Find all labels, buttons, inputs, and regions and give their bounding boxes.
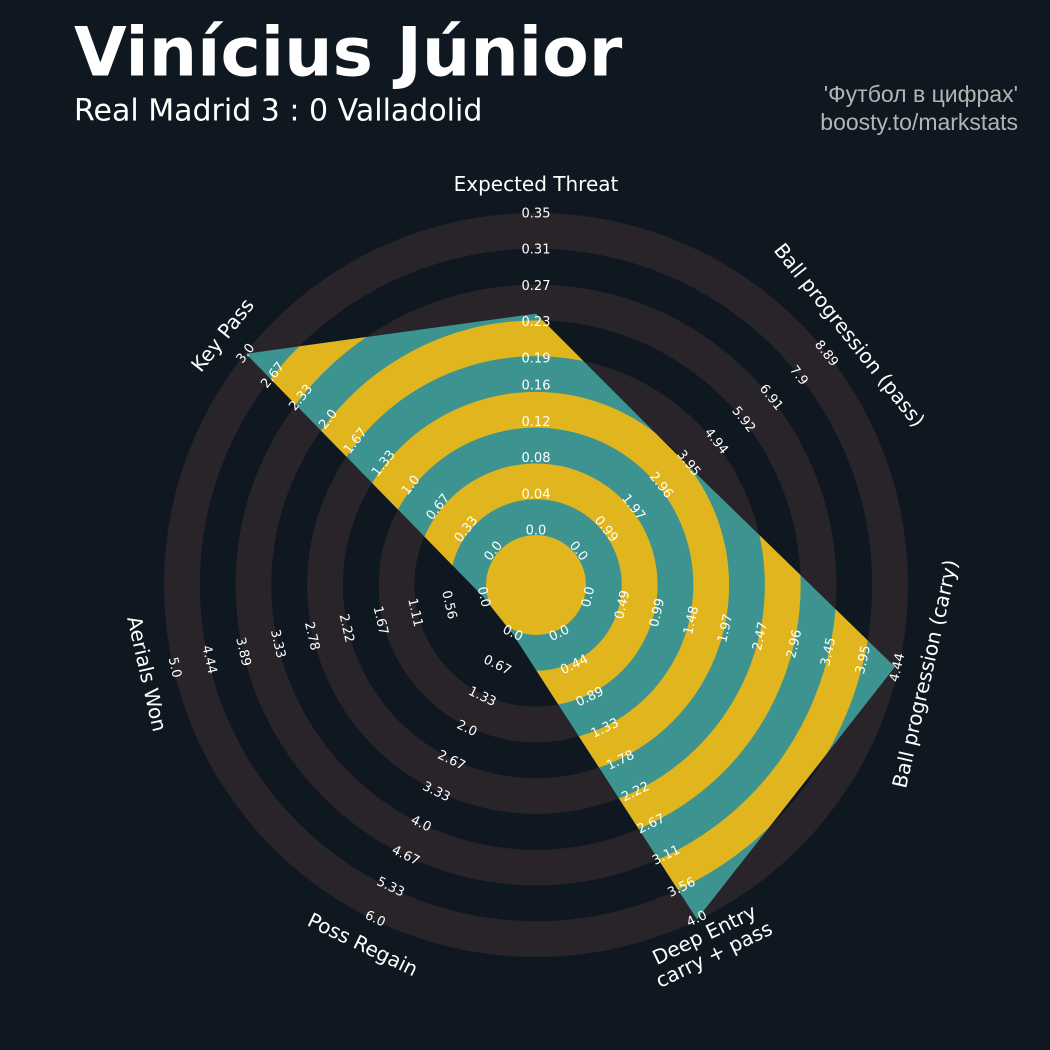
tick-label: 0.08 [522, 451, 551, 466]
tick-label: 2.22 [336, 613, 357, 645]
tick-label: 1.67 [370, 605, 391, 637]
tick-label: 0.23 [522, 315, 551, 330]
tick-label: 4.44 [198, 644, 219, 676]
tick-label: 2.78 [301, 620, 322, 652]
credit: 'Футбол в цифрах' [824, 81, 1018, 107]
tick-label: 0.49 [612, 589, 633, 621]
tick-label: 0.04 [522, 487, 551, 502]
tick-label: 0.31 [522, 243, 551, 258]
tick-label: 0.16 [522, 379, 551, 394]
tick-label: 2.96 [784, 628, 805, 660]
tick-label: 5.0 [165, 656, 184, 680]
tick-label: 3.33 [267, 628, 288, 660]
tick-label: 1.97 [715, 613, 736, 645]
tick-label: 0.56 [438, 589, 459, 621]
tick-label: 0.27 [522, 279, 551, 294]
tick-label: 0.99 [647, 597, 668, 629]
chart-subtitle: Real Madrid 3 : 0 Valladolid [74, 94, 482, 129]
tick-label: 3.95 [853, 644, 874, 676]
tick-label: 0.19 [522, 351, 551, 366]
tick-label: 0.12 [522, 415, 551, 430]
tick-label: 0.35 [522, 207, 551, 222]
radar-ring [486, 535, 586, 635]
tick-label: 3.45 [818, 636, 839, 668]
tick-label: 0.0 [474, 585, 493, 609]
chart-title: Vinícius Júnior [74, 14, 623, 93]
tick-label: 1.48 [681, 605, 702, 637]
tick-label: 2.47 [750, 620, 771, 652]
tick-label: 0.0 [526, 524, 547, 539]
tick-label: 0.0 [579, 585, 598, 609]
credit: boosty.to/markstats [820, 109, 1018, 135]
tick-label: 3.89 [232, 636, 253, 668]
tick-label: 4.44 [887, 652, 908, 684]
tick-label: 1.11 [404, 597, 425, 629]
param-label: Expected Threat [454, 172, 619, 196]
